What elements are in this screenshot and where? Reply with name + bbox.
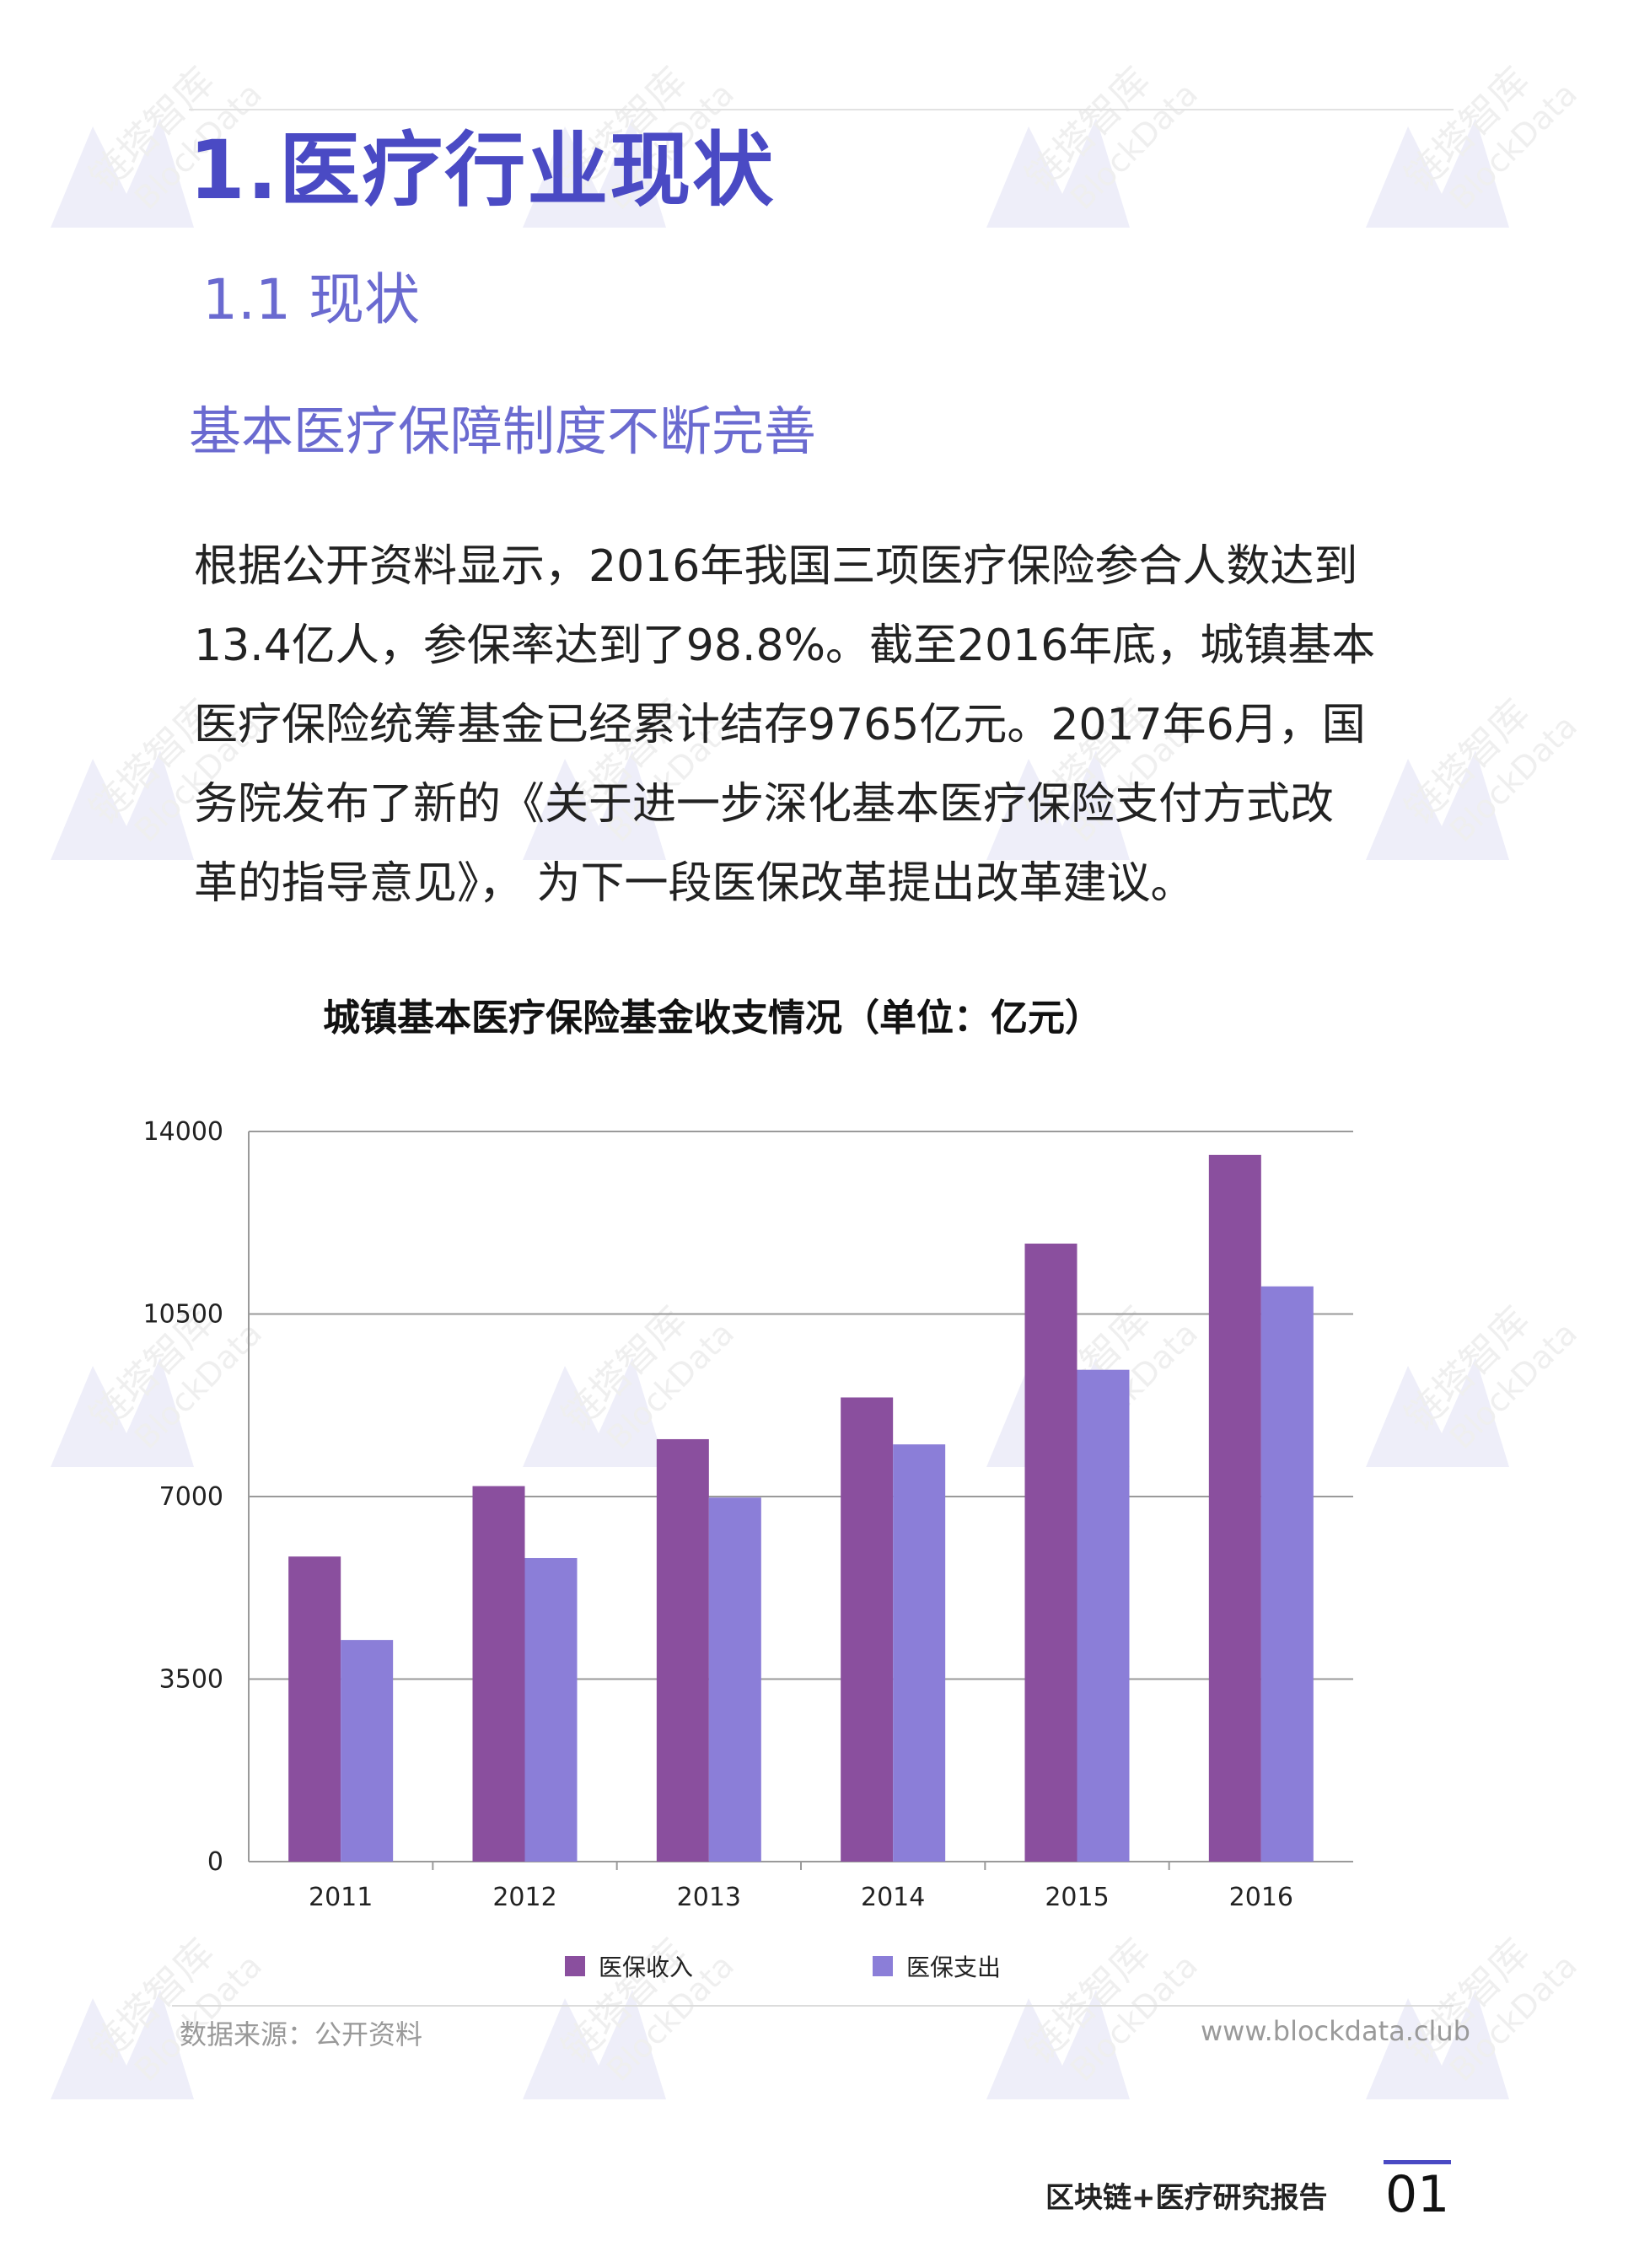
x-tick-label: 2015 bbox=[1045, 1883, 1109, 1912]
paragraph-line: 根据公开资料显示，2016年我国三项医疗保险参合人数达到 bbox=[194, 541, 1358, 592]
paragraph-line: 革的指导意见》， 为下一段医保改革提出改革建议。 bbox=[194, 858, 1195, 909]
report-name: 区块链+医疗研究报告 bbox=[1045, 2181, 1328, 2215]
data-source-note: 数据来源：公开资料 bbox=[180, 2018, 423, 2050]
bar-expense-2015 bbox=[1077, 1369, 1130, 1862]
x-tick-label: 2016 bbox=[1229, 1883, 1293, 1912]
page-number-accent bbox=[1384, 2160, 1451, 2164]
bar-expense-2016 bbox=[1260, 1286, 1314, 1862]
body-paragraph: 根据公开资料显示，2016年我国三项医疗保险参合人数达到 13.4亿人，参保率达… bbox=[194, 527, 1459, 923]
bar-income-2015 bbox=[1024, 1243, 1077, 1862]
chart-y-axis-labels: 0 3500 7000 10500 14000 bbox=[143, 1117, 223, 1877]
x-tick-label: 2011 bbox=[309, 1883, 373, 1912]
chart-legend: 医保收入 医保支出 bbox=[565, 1954, 1001, 1981]
svg-text:链塔智库: 链塔智库 bbox=[1396, 58, 1538, 200]
x-tick-label: 2012 bbox=[492, 1883, 556, 1912]
bar-income-2011 bbox=[288, 1556, 341, 1862]
subsection-title: 1.1 现状 bbox=[202, 267, 420, 332]
legend-label: 医保支出 bbox=[906, 1954, 1001, 1981]
y-tick-label: 14000 bbox=[143, 1117, 223, 1147]
legend-swatch bbox=[565, 1956, 585, 1976]
bar-expense-2011 bbox=[341, 1640, 394, 1862]
x-tick-label: 2013 bbox=[677, 1883, 741, 1912]
y-tick-label: 7000 bbox=[159, 1482, 223, 1512]
svg-text:BlockData: BlockData bbox=[1443, 75, 1584, 217]
section-title: 1.医疗行业现状 bbox=[189, 123, 776, 218]
topic-title: 基本医疗保障制度不断完善 bbox=[189, 400, 817, 462]
paragraph-line: 医疗保险统筹基金已经累计结存9765亿元。2017年6月，国 bbox=[194, 700, 1366, 750]
paragraph-line: 13.4亿人，参保率达到了98.8%。截至2016年底，城镇基本 bbox=[194, 621, 1376, 671]
svg-text:BlockData: BlockData bbox=[1063, 75, 1205, 217]
chart-x-axis-labels: 2011 2012 2013 2014 2015 2016 bbox=[309, 1883, 1293, 1912]
bar-income-2014 bbox=[841, 1397, 894, 1862]
bar-income-2016 bbox=[1208, 1154, 1261, 1862]
svg-text:链塔智库: 链塔智库 bbox=[1017, 58, 1158, 200]
chart-grid bbox=[248, 1131, 1353, 1870]
bar-income-2012 bbox=[472, 1486, 525, 1862]
chart-bars bbox=[288, 1154, 1314, 1862]
watermark-logo: 链塔智库 BlockData bbox=[1349, 25, 1602, 278]
bar-expense-2013 bbox=[708, 1497, 761, 1862]
svg-text:BlockData: BlockData bbox=[1443, 707, 1584, 849]
chart-svg: 城镇基本医疗保险基金收支情况（单位：亿元） 2011 2012 2013 2014 20… bbox=[143, 997, 1353, 1981]
legend-swatch bbox=[873, 1956, 893, 1976]
x-tick-label: 2014 bbox=[861, 1883, 925, 1912]
paragraph-line: 务院发布了新的《关于进一步深化基本医疗保险支付方式改 bbox=[194, 779, 1335, 830]
y-tick-label: 3500 bbox=[159, 1665, 223, 1695]
bar-income-2013 bbox=[656, 1438, 709, 1862]
y-tick-label: 10500 bbox=[143, 1300, 223, 1330]
watermark-logo: 链塔智库 BlockData bbox=[970, 25, 1223, 278]
footer-divider bbox=[172, 2005, 1454, 2007]
top-divider bbox=[189, 109, 1454, 110]
website-link[interactable]: www.blockdata.club bbox=[1201, 2015, 1470, 2047]
fund-bar-chart: 城镇基本医疗保险基金收支情况（单位：亿元） 2011 2012 2013 2014 20… bbox=[110, 970, 1475, 2057]
legend-label: 医保收入 bbox=[599, 1954, 693, 1981]
bar-expense-2014 bbox=[893, 1444, 946, 1862]
page-number: 01 bbox=[1385, 2165, 1450, 2224]
y-tick-label: 0 bbox=[207, 1847, 223, 1877]
chart-title: 城镇基本医疗保险基金收支情况（单位：亿元） bbox=[323, 997, 1102, 1040]
bar-expense-2012 bbox=[524, 1557, 578, 1862]
